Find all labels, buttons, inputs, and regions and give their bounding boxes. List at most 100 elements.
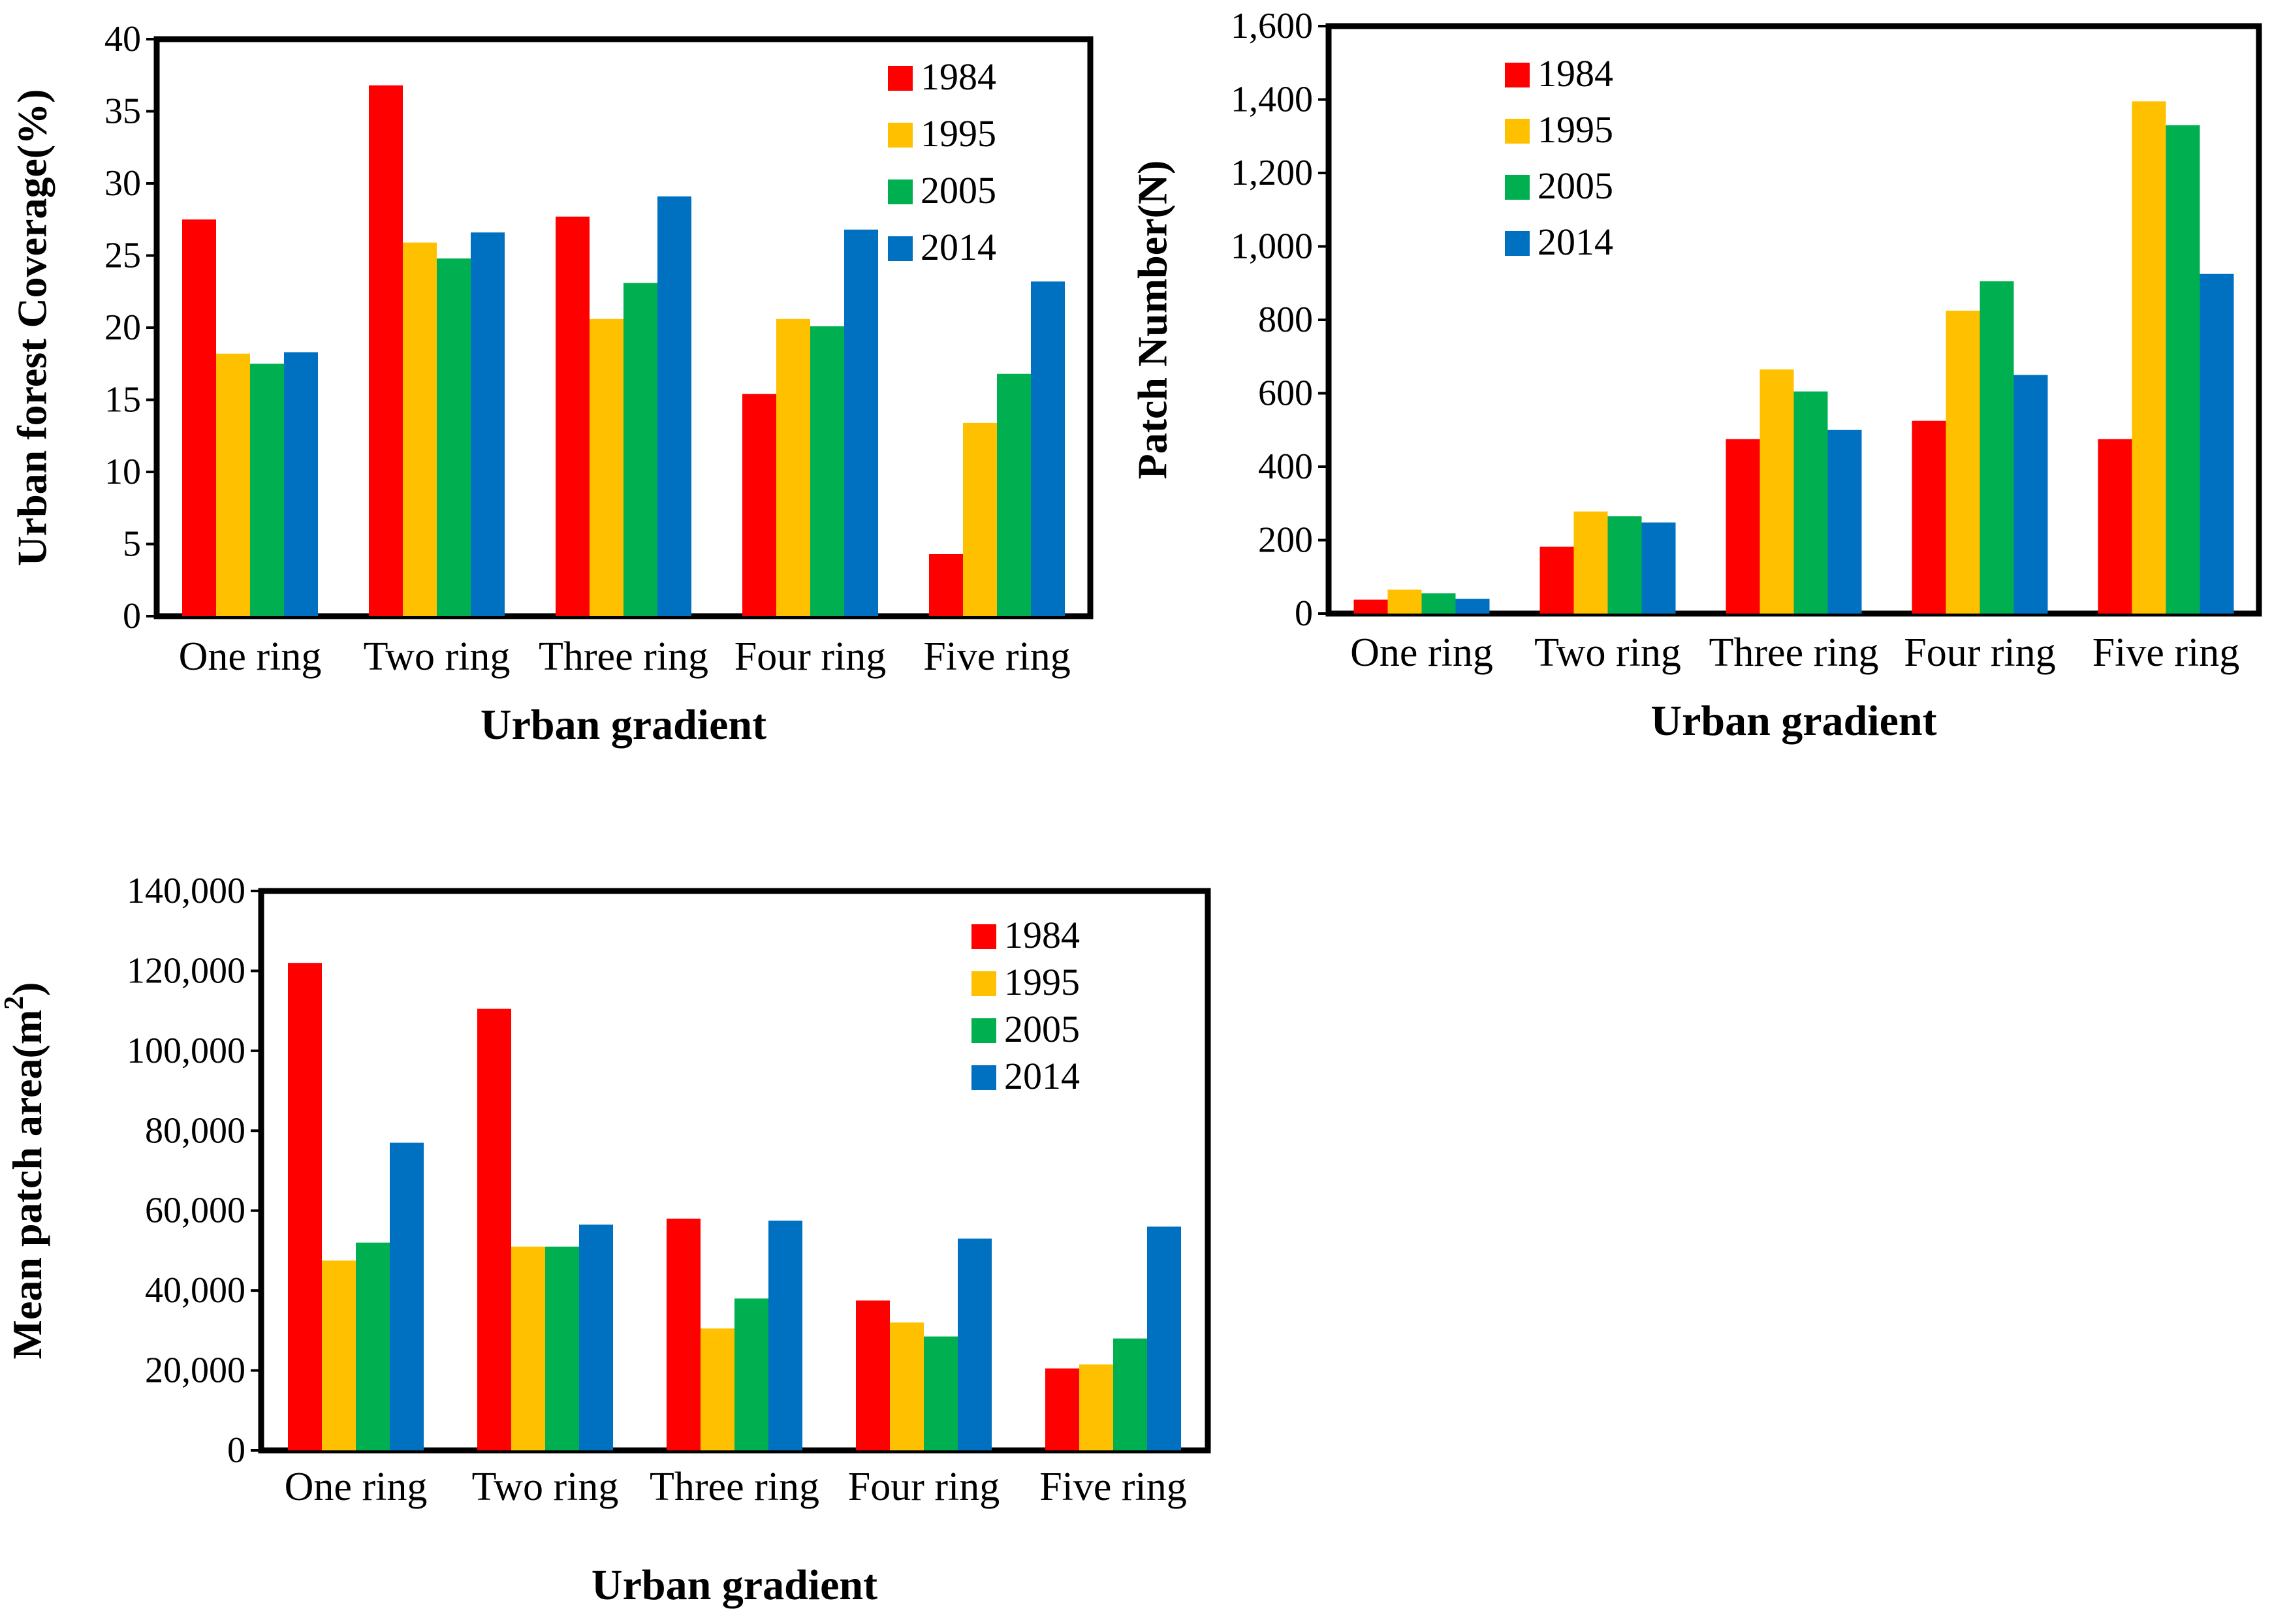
legend-swatch-2005 — [888, 180, 913, 204]
legend-label-2014: 2014 — [1538, 221, 1613, 263]
bar-1984-four-ring — [742, 394, 776, 616]
legend-label-1984: 1984 — [1538, 52, 1613, 95]
legend-swatch-1984 — [888, 66, 913, 91]
legend-swatch-1995 — [971, 971, 996, 996]
bar-1984-four-ring — [1912, 420, 1946, 614]
bar-1995-three-ring — [590, 319, 623, 616]
y-axis-title: Urban forest Coverage(%) — [9, 89, 55, 566]
y-tick-label: 15 — [104, 380, 141, 420]
x-category-label: Four ring — [734, 634, 887, 679]
legend: 1984 1995 2005 2014 — [971, 914, 1080, 1097]
y-tick-label: 20,000 — [145, 1351, 245, 1391]
y-tick-label: 1,000 — [1231, 226, 1313, 267]
y-tick-label: 5 — [123, 524, 141, 565]
legend-label-2005: 2005 — [1004, 1008, 1080, 1050]
legend-swatch-1995 — [1505, 119, 1530, 144]
bar-1995-four-ring — [1946, 310, 1980, 614]
bar-2014-two-ring — [1641, 522, 1676, 614]
bar-1995-one-ring — [1387, 589, 1422, 614]
bar-1995-three-ring — [701, 1328, 734, 1450]
x-category-label: Two ring — [364, 634, 511, 679]
x-category-label: Three ring — [539, 634, 708, 679]
bar-2005-four-ring — [1980, 281, 2014, 614]
bar-2014-one-ring — [284, 352, 318, 616]
x-category-label: One ring — [1350, 631, 1493, 675]
bar-1984-one-ring — [1353, 599, 1388, 614]
chart-1: 0 5 10 15 20 25 30 35 40 One ring Two ring Three ri… — [9, 19, 1094, 749]
bar-1995-three-ring — [1759, 369, 1794, 614]
bar-2014-three-ring — [768, 1221, 802, 1450]
bar-2014-three-ring — [657, 196, 691, 616]
bar-2005-two-ring — [1607, 516, 1642, 614]
y-tick-label: 10 — [104, 452, 141, 492]
x-category-label: Two ring — [1534, 631, 1681, 675]
x-category-label: Four ring — [1904, 631, 2056, 675]
x-category-label: One ring — [285, 1465, 428, 1509]
legend-swatch-2014 — [971, 1065, 996, 1090]
x-axis-title: Urban gradient — [592, 1561, 877, 1609]
chart-2: 0 200 400 600 800 1,000 1,200 1,400 1,600 One rin… — [1129, 6, 2262, 745]
bar-1984-four-ring — [856, 1300, 890, 1450]
bar-2005-four-ring — [810, 326, 844, 616]
x-category-label: Five ring — [2092, 631, 2240, 675]
bar-1995-two-ring — [1573, 511, 1608, 614]
legend-label-1995: 1995 — [1004, 961, 1080, 1003]
y-tick-label: 1,600 — [1231, 6, 1313, 46]
y-tick-label: 30 — [104, 163, 141, 204]
bar-2005-one-ring — [356, 1242, 390, 1450]
bar-1995-four-ring — [890, 1322, 924, 1450]
x-category-label: Five ring — [923, 634, 1071, 679]
bar-2014-two-ring — [579, 1225, 613, 1450]
bar-1984-two-ring — [369, 85, 403, 617]
legend: 1984 1995 2005 2014 — [888, 55, 996, 268]
bar-2014-four-ring — [958, 1238, 992, 1450]
bar-2005-five-ring — [2166, 125, 2200, 614]
legend-label-1995: 1995 — [921, 112, 996, 155]
bar-2014-five-ring — [1147, 1226, 1181, 1450]
bar-1984-three-ring — [667, 1218, 701, 1450]
x-category-label: Three ring — [650, 1465, 819, 1509]
x-category-label: Five ring — [1039, 1465, 1187, 1509]
bar-2005-three-ring — [623, 283, 657, 616]
legend-label-2005: 2005 — [1538, 164, 1613, 207]
y-tick-label: 60,000 — [145, 1191, 245, 1231]
bar-1984-three-ring — [1726, 439, 1760, 614]
bar-2005-five-ring — [1113, 1338, 1147, 1450]
y-tick-label: 800 — [1258, 300, 1313, 340]
bar-1984-five-ring — [2098, 439, 2132, 614]
y-tick-label: 40 — [104, 19, 141, 59]
bar-1984-two-ring — [1539, 546, 1574, 614]
bar-2005-two-ring — [437, 258, 471, 616]
x-axis-title: Urban gradient — [1650, 697, 1936, 745]
bar-1995-one-ring — [216, 353, 250, 616]
legend-swatch-2014 — [888, 236, 913, 261]
bar-2005-two-ring — [545, 1246, 579, 1450]
bar-2014-two-ring — [471, 232, 505, 616]
legend-label-1984: 1984 — [921, 55, 996, 98]
legend-label-2005: 2005 — [921, 169, 996, 211]
y-tick-label: 80,000 — [145, 1110, 245, 1151]
y-tick-label: 25 — [104, 236, 141, 276]
bar-1984-three-ring — [556, 216, 590, 617]
bar-1984-two-ring — [477, 1008, 511, 1450]
legend-swatch-2014 — [1505, 231, 1530, 256]
y-tick-label: 100,000 — [127, 1031, 245, 1071]
y-tick-label: 0 — [227, 1430, 245, 1471]
bar-1984-one-ring — [182, 219, 216, 616]
y-tick-label: 35 — [104, 91, 141, 132]
x-category-label: One ring — [179, 634, 322, 679]
legend-label-1995: 1995 — [1538, 108, 1613, 151]
y-tick-label: 40,000 — [145, 1270, 245, 1311]
bar-2014-three-ring — [1827, 429, 1862, 614]
y-tick-label: 0 — [123, 596, 141, 636]
legend: 1984 1995 2005 2014 — [1505, 52, 1613, 263]
y-tick-label: 140,000 — [127, 871, 245, 911]
y-tick-label: 20 — [104, 307, 141, 348]
bar-1995-one-ring — [322, 1260, 356, 1450]
legend-swatch-2005 — [971, 1018, 996, 1043]
bar-2014-five-ring — [1031, 281, 1065, 616]
y-tick-label: 400 — [1258, 446, 1313, 487]
bar-2005-one-ring — [250, 364, 284, 616]
bar-1995-five-ring — [2132, 101, 2166, 614]
